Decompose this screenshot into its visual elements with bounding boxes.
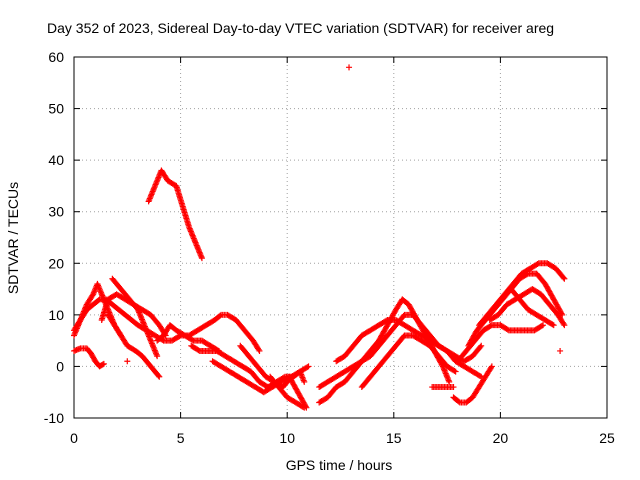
series-track-z [346,64,353,71]
data-point [346,64,353,71]
data-point [450,384,457,391]
data-point [488,364,495,371]
data-point [561,275,568,282]
data-point [304,364,311,371]
data-point [488,363,495,370]
x-tick-label: 25 [599,430,615,446]
x-tick-label: 20 [493,430,509,446]
data-point [538,322,545,329]
y-axis-label: SDTVAR / TECUs [5,182,21,294]
data-point [195,347,202,354]
series-track-d [98,291,169,339]
data-point [550,322,557,329]
data-point [301,404,308,411]
data-point [300,403,307,410]
data-point [478,342,485,349]
y-tick-label: 20 [48,255,64,271]
series-track-l [237,342,312,391]
data-point [446,378,453,385]
series-track-c [71,345,107,370]
y-tick-label: 10 [48,307,64,323]
data-point [154,353,161,360]
series-track-p [333,317,485,365]
grid [74,57,607,418]
data-point [549,321,556,328]
data-point [189,336,196,343]
y-tick-label: 0 [56,358,64,374]
series-track-s [429,384,457,391]
series-track-x [508,286,557,329]
series-track-m [267,373,308,411]
data-point [451,367,458,374]
data-point [504,326,511,333]
series-track-i [154,322,222,354]
y-tick-label: 60 [48,49,64,65]
series-track-f [105,311,163,380]
data-point [476,373,483,380]
data-point [560,274,567,281]
y-tick-label: -10 [44,410,64,426]
data-point [155,372,162,379]
data-point [217,312,224,319]
data-point [560,320,567,327]
data-point [477,343,484,350]
data-point [452,368,459,375]
series-track-h [145,167,205,262]
x-tick-label: 10 [279,430,295,446]
chart-title: Day 352 of 2023, Sidereal Day-to-day VTE… [47,20,554,36]
ticks: 0 5 10 15 20 25 -10 0 10 20 30 40 50 60 [44,49,615,446]
data-point [383,317,390,324]
series-track-v [476,260,568,329]
data-point [561,322,568,329]
x-tick-label: 0 [70,430,78,446]
y-tick-label: 30 [48,204,64,220]
series-track-g [124,358,131,365]
data-point [455,398,462,405]
data-point [198,255,205,262]
series-track-q [358,332,459,391]
data-point [156,373,163,380]
data-point [301,378,308,385]
series-track-e [109,275,161,360]
x-axis-label: GPS time / hours [286,457,393,473]
x-tick-label: 15 [386,430,402,446]
series-track-t [454,322,547,365]
data-point [487,322,494,329]
data-point [540,322,547,329]
data-point [557,347,564,354]
y-tick-label: 40 [48,152,64,168]
data-point [99,361,106,368]
series-track-r [450,363,495,406]
data-point [100,360,107,367]
data-point [534,261,541,268]
series-track-y [557,347,564,354]
plot-frame [73,56,608,419]
data-point [305,363,312,370]
data-point [124,358,131,365]
y-tick-label: 50 [48,101,64,117]
x-tick-label: 5 [177,430,185,446]
data-point [255,346,262,353]
data-point [95,297,102,304]
data-point [256,347,263,354]
data-marks [71,64,568,411]
